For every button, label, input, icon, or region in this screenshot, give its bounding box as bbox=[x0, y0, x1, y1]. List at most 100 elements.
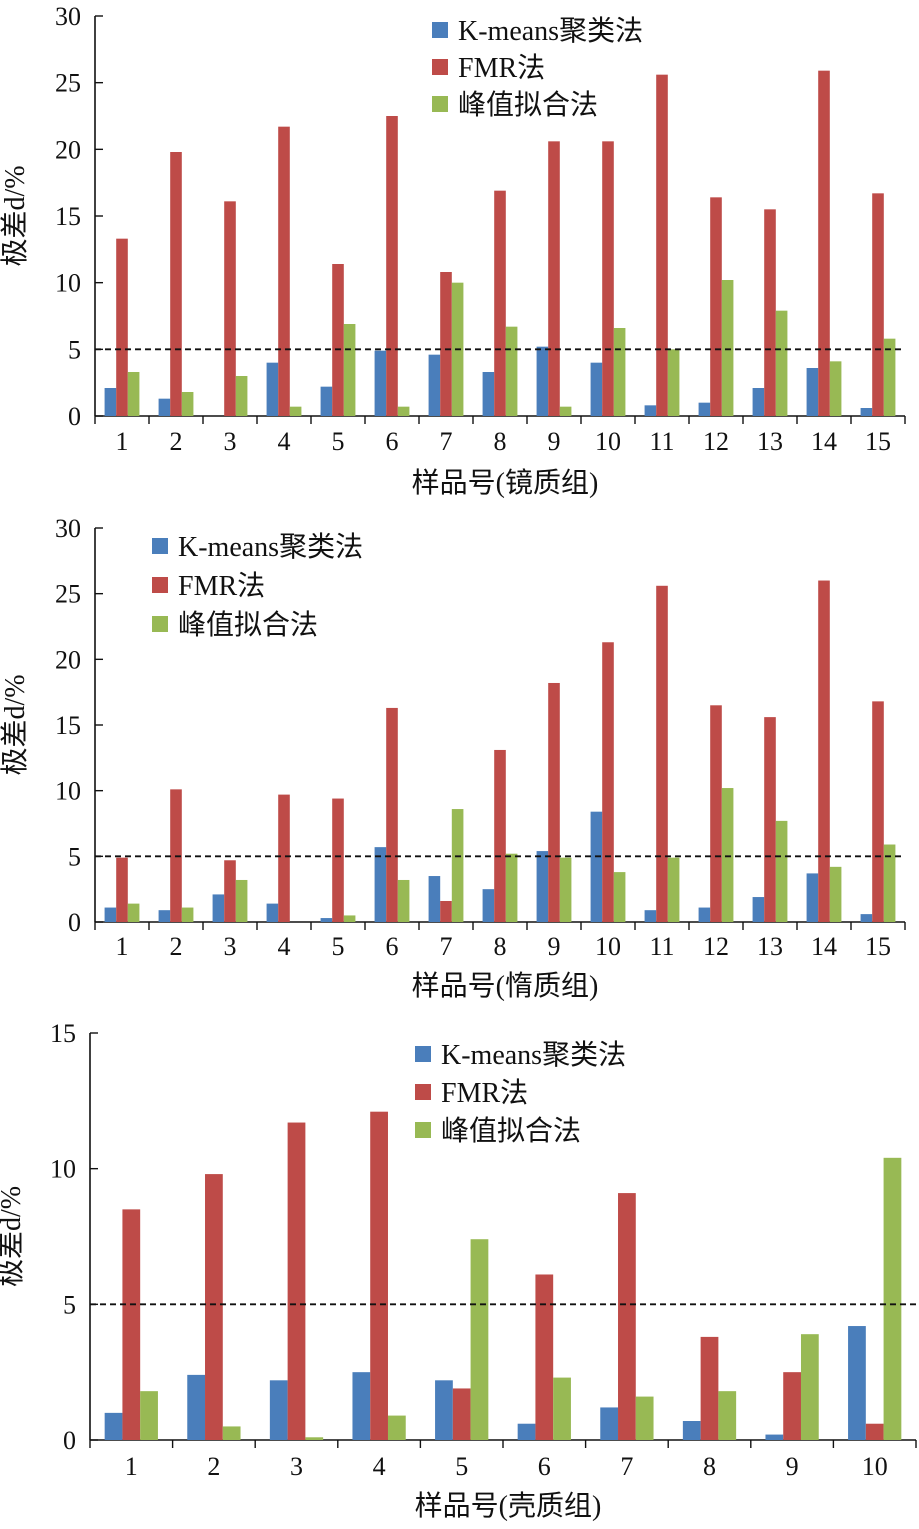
bar-peak bbox=[718, 1391, 737, 1440]
x-tick-label: 14 bbox=[811, 932, 837, 961]
bar-kmeans bbox=[806, 368, 819, 416]
bar-fmr bbox=[548, 682, 560, 922]
bar-kmeans bbox=[517, 1423, 536, 1440]
bar-fmr bbox=[170, 152, 182, 416]
x-tick-label: 13 bbox=[757, 427, 783, 456]
x-tick-label: 6 bbox=[538, 1452, 551, 1481]
bar-fmr bbox=[764, 209, 776, 416]
y-axis-label: 极差d/% bbox=[0, 1186, 27, 1287]
bar-fmr bbox=[386, 116, 398, 416]
bar-peak bbox=[559, 406, 572, 416]
bar-peak bbox=[721, 788, 734, 922]
bar-fmr bbox=[602, 642, 614, 922]
bar-peak bbox=[667, 857, 680, 922]
bar-fmr bbox=[535, 1274, 554, 1440]
y-tick-label: 0 bbox=[63, 1426, 76, 1455]
bar-peak bbox=[553, 1377, 571, 1440]
bar-kmeans bbox=[698, 907, 711, 922]
y-tick-label: 15 bbox=[55, 202, 81, 231]
bar-peak bbox=[613, 872, 626, 922]
x-tick-label: 8 bbox=[494, 427, 507, 456]
bar-kmeans bbox=[806, 873, 819, 922]
bar-fmr bbox=[122, 1209, 141, 1440]
legend-swatch bbox=[432, 22, 448, 38]
x-tick-label: 10 bbox=[595, 427, 621, 456]
x-tick-label: 8 bbox=[703, 1452, 716, 1481]
bar-kmeans bbox=[600, 1407, 619, 1440]
bar-peak bbox=[235, 879, 248, 922]
x-tick-label: 3 bbox=[224, 932, 237, 961]
bar-kmeans bbox=[482, 889, 495, 922]
bar-fmr bbox=[656, 585, 668, 922]
legend-label: 峰值拟合法 bbox=[441, 1115, 581, 1147]
bar-kmeans bbox=[752, 897, 765, 922]
x-tick-label: 6 bbox=[386, 932, 399, 961]
x-tick-label: 10 bbox=[595, 932, 621, 961]
bar-peak bbox=[451, 809, 464, 922]
bar-fmr bbox=[452, 1388, 471, 1440]
bar-fmr bbox=[818, 580, 830, 922]
bar-fmr bbox=[386, 707, 398, 922]
x-axis-label: 样品号(壳质组) bbox=[415, 1490, 602, 1522]
x-tick-label: 10 bbox=[862, 1452, 888, 1481]
bar-fmr bbox=[872, 193, 884, 416]
x-tick-label: 1 bbox=[125, 1452, 138, 1481]
x-tick-label: 2 bbox=[170, 427, 183, 456]
bar-kmeans bbox=[590, 362, 603, 416]
bar-peak bbox=[305, 1437, 324, 1440]
bar-fmr bbox=[332, 264, 344, 416]
bar-kmeans bbox=[269, 1380, 288, 1440]
bar-peak bbox=[883, 1157, 902, 1440]
bar-fmr bbox=[278, 126, 290, 417]
bar-fmr bbox=[494, 190, 506, 416]
x-tick-label: 9 bbox=[786, 1452, 799, 1481]
y-tick-label: 20 bbox=[55, 645, 81, 674]
bar-fmr bbox=[224, 860, 236, 922]
bar-kmeans bbox=[482, 372, 495, 416]
legend-swatch bbox=[152, 616, 168, 632]
bar-peak bbox=[343, 915, 356, 922]
bar-kmeans bbox=[682, 1421, 701, 1440]
bar-peak bbox=[559, 857, 572, 922]
legend-swatch bbox=[432, 96, 448, 112]
y-tick-label: 5 bbox=[68, 335, 81, 364]
bar-peak bbox=[127, 372, 140, 416]
bar-fmr bbox=[278, 794, 290, 922]
bar-kmeans bbox=[212, 894, 225, 922]
bar-fmr bbox=[548, 141, 560, 417]
bar-kmeans bbox=[428, 354, 441, 416]
x-tick-label: 1 bbox=[116, 427, 129, 456]
x-tick-label: 15 bbox=[865, 427, 891, 456]
bar-kmeans bbox=[158, 398, 171, 416]
bar-peak bbox=[470, 1239, 489, 1440]
y-tick-label: 5 bbox=[63, 1290, 76, 1319]
x-tick-label: 15 bbox=[865, 932, 891, 961]
bar-fmr bbox=[332, 798, 344, 922]
bar-peak bbox=[883, 338, 896, 416]
bar-fmr bbox=[818, 70, 830, 417]
x-axis-label: 样品号(镜质组) bbox=[412, 467, 599, 499]
bar-peak bbox=[181, 907, 194, 922]
bar-kmeans bbox=[266, 362, 279, 416]
legend-swatch bbox=[415, 1122, 431, 1138]
y-tick-label: 10 bbox=[55, 777, 81, 806]
y-tick-label: 5 bbox=[68, 842, 81, 871]
bar-fmr bbox=[224, 201, 236, 416]
y-tick-label: 25 bbox=[55, 69, 81, 98]
y-axis-label: 极差d/% bbox=[0, 674, 31, 775]
bar-peak bbox=[775, 310, 788, 416]
bar-fmr bbox=[700, 1336, 719, 1440]
bar-peak bbox=[829, 866, 842, 922]
x-tick-label: 8 bbox=[494, 932, 507, 961]
x-axis-label: 样品号(惰质组) bbox=[412, 970, 599, 1002]
bar-kmeans bbox=[848, 1326, 866, 1440]
legend-label: K-means聚类法 bbox=[458, 15, 643, 47]
bar-kmeans bbox=[428, 876, 441, 922]
x-tick-label: 5 bbox=[332, 427, 345, 456]
bar-fmr bbox=[116, 857, 128, 922]
bar-peak bbox=[397, 406, 410, 416]
bar-peak bbox=[829, 361, 842, 416]
y-tick-label: 30 bbox=[55, 514, 81, 543]
legend-label: K-means聚类法 bbox=[178, 531, 363, 563]
bar-fmr bbox=[116, 238, 128, 416]
